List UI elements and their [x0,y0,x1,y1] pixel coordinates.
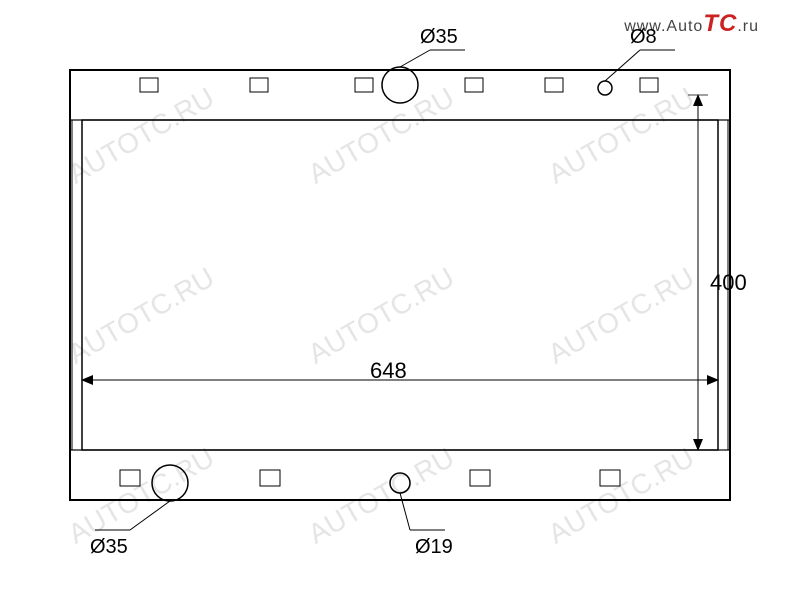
technical-drawing [0,0,799,600]
width-dimension-label: 648 [370,358,407,384]
callout-bottom-left: Ø35 [90,536,128,559]
drawing-stage: AUTOTC.RUAUTOTC.RUAUTOTC.RUAUTOTC.RUAUTO… [0,0,799,600]
height-dimension-label: 400 [710,270,747,296]
callout-bottom-center: Ø19 [415,536,453,559]
callout-top-right: Ø8 [630,26,657,49]
callout-top-center: Ø35 [420,26,458,49]
